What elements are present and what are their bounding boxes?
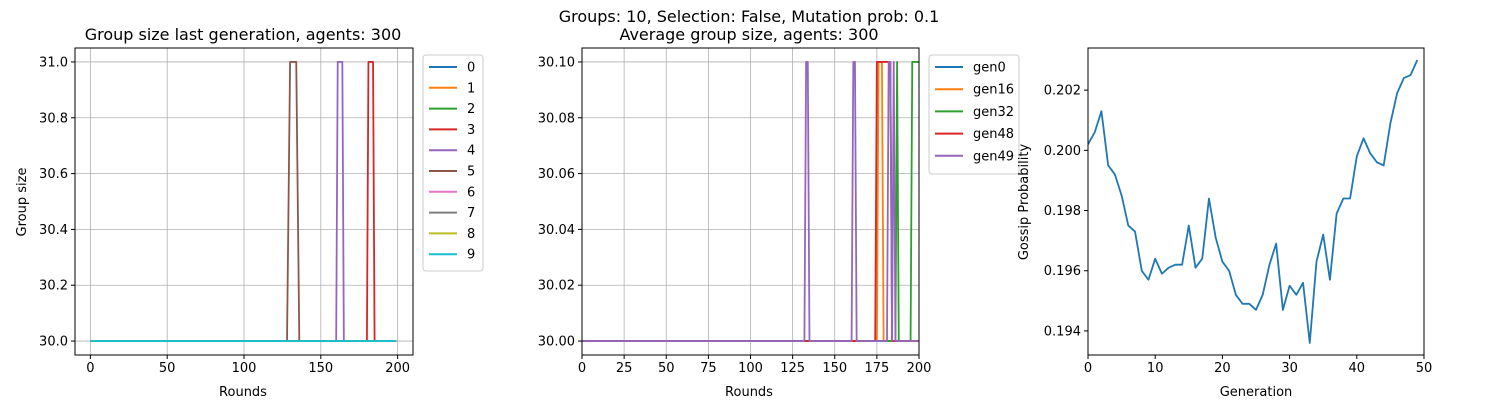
x-axis-label: Rounds (219, 385, 267, 400)
y-tick-label: 0.196 (1044, 264, 1081, 279)
x-tick-label: 50 (1416, 361, 1433, 376)
plot-frame (1087, 47, 1425, 356)
y-tick-label: 30.00 (538, 335, 575, 350)
chart-title: Group size last generation, agents: 300 (85, 25, 402, 44)
y-axis-label: Gossip Probability (1017, 144, 1032, 261)
x-tick-label: 100 (232, 361, 257, 376)
figure-suptitle: Groups: 10, Selection: False, Mutation p… (559, 7, 940, 26)
y-tick-label: 31.0 (39, 55, 68, 70)
y-axis-label: Group size (15, 168, 30, 237)
x-axis-label: Rounds (725, 385, 773, 400)
legend-label: 2 (467, 102, 475, 117)
x-tick-label: 10 (1147, 361, 1164, 376)
legend-label: 0 (467, 61, 475, 76)
legend: gen0 gen16 gen32 gen48 gen49 (928, 54, 1020, 175)
legend-label: gen0 (973, 61, 1006, 76)
chart-title: Average group size, agents: 300 (619, 25, 878, 44)
x-tick-label: 50 (159, 361, 176, 376)
y-tick-label: 0.198 (1044, 204, 1081, 219)
x-tick-label: 40 (1349, 361, 1366, 376)
chart-average-group-size: Average group size, agents: 300 Rounds 0… (538, 25, 1020, 400)
x-tick-label: 150 (308, 361, 333, 376)
series-line-gen49 (582, 61, 919, 342)
y-tick-label: 30.6 (39, 167, 68, 182)
y-tick-label: 0.194 (1044, 324, 1081, 339)
x-tick-label: 25 (616, 361, 633, 376)
x-tick-label: 200 (907, 361, 932, 376)
x-tick-label: 0 (578, 361, 586, 376)
legend: 0 1 2 3 4 5 6 7 8 9 (422, 54, 484, 272)
y-tick-label: 30.04 (538, 223, 575, 238)
x-tick-label: 100 (738, 361, 763, 376)
legend-label: 8 (467, 227, 475, 242)
x-tick-label: 175 (864, 361, 889, 376)
x-tick-label: 200 (385, 361, 410, 376)
legend-label: gen32 (973, 105, 1014, 120)
series-line-4 (90, 61, 397, 342)
x-tick-label: 0 (1084, 361, 1092, 376)
x-axis-label: Generation (1220, 385, 1293, 400)
y-tick-label: 30.8 (39, 111, 68, 126)
chart-gossip-probability: Generation Gossip Probability 0 10 20 30 40 5… (1017, 47, 1433, 400)
series-line-gossip-probability (1088, 59, 1419, 344)
y-tick-label: 0.200 (1044, 144, 1081, 159)
y-tick-label: 0.202 (1044, 84, 1081, 99)
legend-label: 5 (467, 165, 475, 180)
y-tick-label: 30.2 (39, 279, 68, 294)
legend-label: 9 (467, 248, 475, 263)
chart-group-size-last-generation: Group size last generation, agents: 300 … (15, 25, 484, 400)
series-line-3 (90, 61, 397, 342)
series-line-5 (90, 61, 397, 342)
legend-label: 3 (467, 123, 475, 138)
x-tick-label: 75 (700, 361, 717, 376)
legend-box (928, 54, 1020, 175)
x-tick-label: 50 (658, 361, 675, 376)
y-tick-label: 30.10 (538, 55, 575, 70)
legend-label: gen48 (973, 127, 1014, 142)
x-tick-label: 0 (86, 361, 94, 376)
x-tick-label: 20 (1214, 361, 1231, 376)
x-tick-label: 125 (780, 361, 805, 376)
y-tick-label: 30.08 (538, 111, 575, 126)
y-tick-label: 30.06 (538, 167, 575, 182)
legend-label: gen49 (973, 149, 1014, 164)
legend-label: 1 (467, 81, 475, 96)
legend-label: 7 (467, 206, 475, 221)
legend-label: 4 (467, 144, 475, 159)
y-tick-label: 30.4 (39, 223, 68, 238)
y-tick-label: 30.0 (39, 335, 68, 350)
x-tick-label: 150 (822, 361, 847, 376)
x-tick-label: 30 (1281, 361, 1298, 376)
y-tick-label: 30.02 (538, 279, 575, 294)
legend-label: 6 (467, 185, 475, 200)
legend-label: gen16 (973, 83, 1014, 98)
